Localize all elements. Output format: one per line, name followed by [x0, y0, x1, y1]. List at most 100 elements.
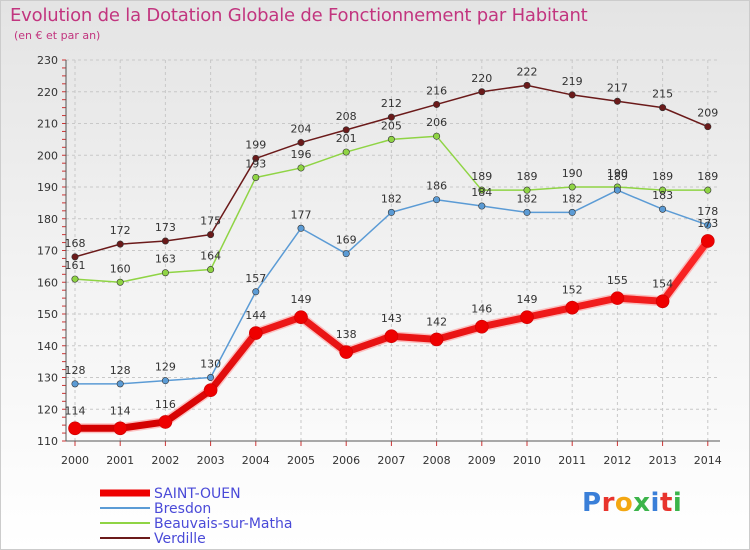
- data-label-beauvais-sur-matha: 161: [65, 259, 86, 272]
- data-point-verdille: [659, 104, 667, 112]
- y-tick-label: 140: [37, 340, 58, 353]
- data-point-saint-ouen: [113, 421, 127, 436]
- y-tick-label: 170: [37, 245, 58, 258]
- data-point-beauvais-sur-matha: [568, 183, 576, 191]
- data-label-beauvais-sur-matha: 201: [336, 132, 357, 145]
- data-point-saint-ouen: [249, 326, 263, 340]
- x-tick-label: 2000: [61, 454, 89, 467]
- data-label-verdille: 220: [471, 72, 492, 85]
- y-tick-label: 190: [37, 181, 58, 194]
- data-label-verdille: 219: [562, 75, 583, 88]
- data-label-saint-ouen: 144: [245, 309, 266, 322]
- logo-letter: r: [601, 488, 615, 518]
- logo-letter: i: [650, 488, 660, 518]
- y-tick-label: 120: [37, 403, 58, 416]
- data-label-verdille: 199: [245, 138, 266, 151]
- data-label-beauvais-sur-matha: 190: [607, 167, 628, 180]
- data-label-saint-ouen: 116: [155, 398, 176, 411]
- data-point-verdille: [568, 91, 576, 99]
- y-tick-label: 160: [37, 276, 58, 289]
- data-point-beauvais-sur-matha: [387, 135, 395, 143]
- data-label-saint-ouen: 142: [426, 315, 447, 328]
- data-label-bresdon: 177: [291, 208, 312, 221]
- data-point-saint-ouen: [339, 345, 354, 359]
- data-label-bresdon: 130: [200, 358, 221, 371]
- data-point-verdille: [161, 237, 169, 245]
- data-label-bresdon: 157: [245, 272, 266, 285]
- x-tick-label: 2012: [603, 454, 631, 467]
- data-point-bresdon: [659, 205, 667, 213]
- data-point-beauvais-sur-matha: [478, 186, 486, 194]
- y-tick-label: 150: [37, 308, 58, 321]
- data-label-beauvais-sur-matha: 205: [381, 119, 402, 132]
- data-point-bresdon: [523, 208, 531, 216]
- data-point-saint-ouen: [429, 332, 444, 347]
- data-label-bresdon: 189: [607, 170, 628, 183]
- data-point-saint-ouen: [384, 329, 399, 344]
- data-label-beauvais-sur-matha: 164: [200, 250, 221, 263]
- logo-letter: P: [582, 488, 602, 518]
- x-tick-label: 2002: [151, 454, 179, 467]
- data-label-verdille: 209: [697, 107, 718, 120]
- data-point-verdille: [342, 126, 350, 134]
- data-label-beauvais-sur-matha: 189: [652, 170, 673, 183]
- data-point-bresdon: [704, 221, 712, 229]
- legend-label-verdille: Verdille: [154, 531, 206, 547]
- data-label-beauvais-sur-matha: 160: [110, 262, 131, 275]
- data-point-saint-ouen: [294, 310, 308, 324]
- data-point-verdille: [207, 231, 215, 239]
- x-tick-label: 2003: [197, 454, 225, 467]
- data-label-verdille: 175: [200, 215, 221, 228]
- x-tick-label: 2008: [423, 454, 451, 467]
- data-label-bresdon: 182: [381, 192, 402, 205]
- legend-label-beauvais-sur-matha: Beauvais-sur-Matha: [154, 516, 292, 532]
- axes: 110 120 130 140 150 160 170 180 190 200 210 220 230 2…: [37, 54, 722, 467]
- data-point-beauvais-sur-matha: [161, 269, 169, 277]
- data-label-bresdon: 178: [697, 205, 718, 218]
- data-point-saint-ouen: [203, 383, 218, 398]
- data-label-bresdon: 186: [426, 180, 447, 193]
- data-label-verdille: 173: [155, 221, 176, 234]
- data-point-saint-ouen: [565, 300, 580, 315]
- data-point-bresdon: [116, 380, 124, 388]
- data-label-beauvais-sur-matha: 189: [471, 170, 492, 183]
- data-point-saint-ouen: [158, 415, 173, 429]
- data-label-verdille: 168: [65, 237, 86, 250]
- data-point-beauvais-sur-matha: [252, 173, 260, 181]
- data-label-bresdon: 183: [652, 189, 673, 202]
- data-label-bresdon: 129: [155, 361, 176, 374]
- data-label-verdille: 172: [110, 224, 131, 237]
- logo-letter: t: [659, 488, 673, 518]
- data-point-verdille: [478, 88, 486, 96]
- data-point-verdille: [71, 253, 79, 261]
- data-point-beauvais-sur-matha: [433, 132, 441, 140]
- y-tick-label: 230: [37, 54, 58, 67]
- x-tick-label: 2004: [242, 454, 270, 467]
- chart-subtitle: (en € et par an): [14, 29, 101, 42]
- y-tick-label: 220: [37, 86, 58, 99]
- data-label-bresdon: 128: [110, 364, 131, 377]
- data-point-verdille: [704, 123, 712, 131]
- data-point-beauvais-sur-matha: [659, 186, 667, 194]
- data-point-beauvais-sur-matha: [71, 275, 79, 283]
- data-label-bresdon: 169: [336, 234, 357, 247]
- data-point-beauvais-sur-matha: [523, 186, 531, 194]
- data-point-bresdon: [433, 196, 441, 204]
- logo-letter: i: [672, 488, 683, 518]
- data-label-saint-ouen: 149: [291, 293, 312, 306]
- data-point-bresdon: [342, 250, 350, 258]
- x-tick-label: 2014: [694, 454, 722, 467]
- data-point-saint-ouen: [68, 421, 82, 436]
- legend-label-saint-ouen: SAINT-OUEN: [154, 486, 241, 502]
- data-label-saint-ouen: 138: [336, 328, 357, 341]
- y-tick-label: 200: [37, 149, 58, 162]
- data-point-bresdon: [297, 224, 305, 232]
- data-point-verdille: [387, 113, 395, 121]
- data-point-beauvais-sur-matha: [704, 186, 712, 194]
- data-point-verdille: [433, 100, 441, 108]
- data-label-saint-ouen: 114: [65, 404, 86, 417]
- data-point-verdille: [252, 154, 260, 162]
- data-point-saint-ouen: [700, 234, 715, 248]
- data-point-bresdon: [478, 202, 486, 210]
